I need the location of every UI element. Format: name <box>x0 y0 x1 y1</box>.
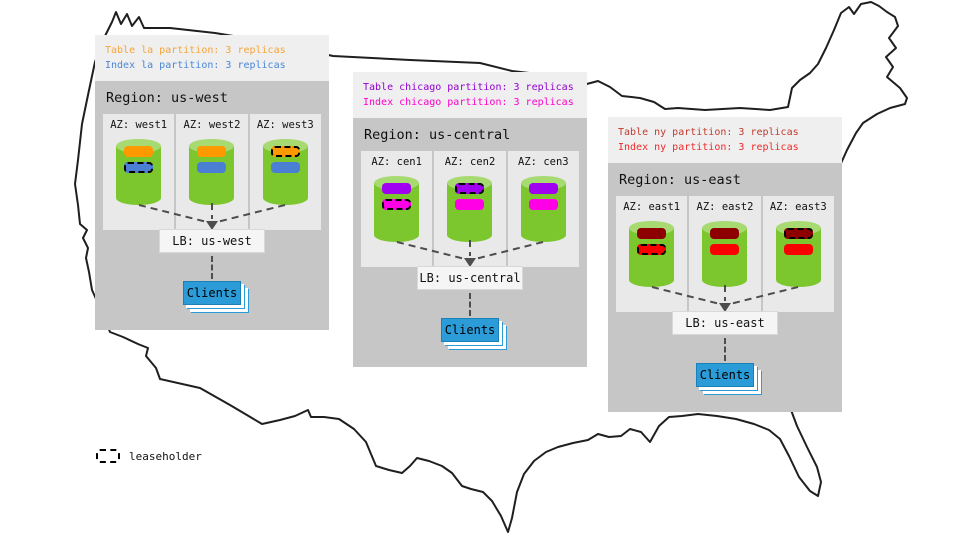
table-replica-bar <box>528 183 558 194</box>
az-box-cen2: AZ: cen2 <box>434 151 506 267</box>
index-partition-caption: Index ny partition: 3 replicas <box>618 142 799 153</box>
database-cylinder <box>374 176 420 242</box>
az-box-west2: AZ: west2 <box>176 114 248 230</box>
database-cylinder <box>702 221 748 287</box>
region-box: Region: us-west AZ: west1 AZ: west2 AZ: … <box>95 81 329 330</box>
database-cylinder <box>116 139 162 205</box>
table-replica-bar <box>455 183 485 194</box>
lb-clients-link <box>469 293 471 316</box>
index-replica-bar <box>637 244 667 255</box>
table-replica-bar <box>124 146 154 157</box>
table-partition-caption: Table la partition: 3 replicas <box>105 45 286 56</box>
database-cylinder <box>520 176 566 242</box>
database-cylinder <box>262 139 308 205</box>
partition-caption-us-east: Table ny partition: 3 replicas Index ny … <box>608 117 842 163</box>
az-label: AZ: east3 <box>769 201 827 213</box>
load-balancer-us-central: LB: us-central <box>417 266 523 290</box>
region-panel-us-west: Table la partition: 3 replicas Index la … <box>95 35 329 330</box>
index-replica-bar <box>382 199 412 210</box>
table-partition-caption: Table ny partition: 3 replicas <box>618 127 799 138</box>
database-cylinder <box>629 221 675 287</box>
clients-node-us-central: Clients <box>441 318 499 342</box>
az-box-east3: AZ: east3 <box>762 196 834 312</box>
table-replica-bar <box>637 228 667 239</box>
region-title: Region: us-central <box>364 127 511 143</box>
table-replica-bar <box>382 183 412 194</box>
az-row: AZ: east1 AZ: east2 AZ: east3 <box>616 196 834 312</box>
partition-caption-us-west: Table la partition: 3 replicas Index la … <box>95 35 329 81</box>
table-replica-bar <box>783 228 813 239</box>
region-title: Region: us-east <box>619 172 741 188</box>
region-panel-us-central: Table chicago partition: 3 replicas Inde… <box>353 72 587 367</box>
az-box-cen3: AZ: cen3 <box>507 151 579 267</box>
lb-clients-link <box>724 338 726 361</box>
region-title: Region: us-west <box>106 90 228 106</box>
table-partition-caption: Table chicago partition: 3 replicas <box>363 82 574 93</box>
database-cylinder <box>189 139 235 205</box>
leaseholder-swatch-icon <box>96 449 120 463</box>
az-row: AZ: west1 AZ: west2 AZ: west3 <box>103 114 321 230</box>
az-label: AZ: east1 <box>623 201 681 213</box>
index-replica-bar <box>783 244 813 255</box>
region-box: Region: us-east AZ: east1 AZ: east2 AZ: … <box>608 163 842 412</box>
table-replica-bar <box>197 146 227 157</box>
index-replica-bar <box>197 162 227 173</box>
az-label: AZ: west3 <box>256 119 314 131</box>
clients-node-us-east: Clients <box>696 363 754 387</box>
region-panel-us-east: Table ny partition: 3 replicas Index ny … <box>608 117 842 412</box>
clients-node-us-west: Clients <box>183 281 241 305</box>
index-replica-bar <box>455 199 485 210</box>
load-balancer-us-east: LB: us-east <box>672 311 778 335</box>
az-label: AZ: cen3 <box>518 156 569 168</box>
index-replica-bar <box>124 162 154 173</box>
az-box-east1: AZ: east1 <box>616 196 688 312</box>
load-balancer-us-west: LB: us-west <box>159 229 265 253</box>
index-partition-caption: Index la partition: 3 replicas <box>105 60 286 71</box>
index-replica-bar <box>270 162 300 173</box>
legend-label: leaseholder <box>129 449 202 463</box>
az-label: AZ: east2 <box>696 201 754 213</box>
az-label: AZ: cen1 <box>371 156 422 168</box>
table-replica-bar <box>710 228 740 239</box>
index-replica-bar <box>710 244 740 255</box>
lb-clients-link <box>211 256 213 279</box>
table-replica-bar <box>270 146 300 157</box>
az-row: AZ: cen1 AZ: cen2 AZ: cen3 <box>361 151 579 267</box>
region-box: Region: us-central AZ: cen1 AZ: cen2 AZ:… <box>353 118 587 367</box>
az-label: AZ: west1 <box>110 119 168 131</box>
legend: leaseholder <box>96 449 202 463</box>
az-box-east2: AZ: east2 <box>689 196 761 312</box>
index-replica-bar <box>528 199 558 210</box>
database-cylinder <box>775 221 821 287</box>
az-box-west1: AZ: west1 <box>103 114 175 230</box>
az-box-west3: AZ: west3 <box>249 114 321 230</box>
index-partition-caption: Index chicago partition: 3 replicas <box>363 97 574 108</box>
partition-caption-us-central: Table chicago partition: 3 replicas Inde… <box>353 72 587 118</box>
az-label: AZ: cen2 <box>444 156 496 168</box>
az-label: AZ: west2 <box>183 119 241 131</box>
database-cylinder <box>447 176 493 242</box>
az-box-cen1: AZ: cen1 <box>361 151 433 267</box>
